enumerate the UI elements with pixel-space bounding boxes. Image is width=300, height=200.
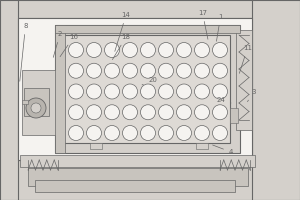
Circle shape (158, 43, 173, 58)
Text: 20: 20 (142, 77, 158, 85)
Circle shape (122, 84, 137, 99)
Circle shape (140, 43, 155, 58)
Circle shape (68, 43, 83, 58)
Text: 14: 14 (115, 12, 130, 51)
Bar (35, 180, 235, 192)
Circle shape (86, 126, 101, 140)
Circle shape (140, 105, 155, 120)
Circle shape (68, 126, 83, 140)
Bar (0, 0, 18, 200)
Circle shape (212, 63, 227, 78)
Circle shape (122, 43, 137, 58)
Circle shape (158, 105, 173, 120)
Circle shape (194, 105, 209, 120)
Circle shape (104, 63, 119, 78)
Circle shape (176, 105, 191, 120)
Bar (18, 18, 252, 160)
Circle shape (104, 43, 119, 58)
Text: 17: 17 (198, 10, 208, 39)
Circle shape (104, 105, 119, 120)
Bar (62, 35, 230, 143)
Circle shape (176, 84, 191, 99)
Circle shape (86, 84, 101, 99)
Text: 18: 18 (112, 34, 130, 60)
Text: 24: 24 (216, 97, 231, 103)
Circle shape (212, 126, 227, 140)
Circle shape (140, 63, 155, 78)
Circle shape (212, 43, 227, 58)
Circle shape (26, 98, 46, 118)
Circle shape (122, 63, 137, 78)
Circle shape (31, 103, 41, 113)
Circle shape (176, 126, 191, 140)
Bar (90, 143, 102, 149)
Bar (196, 143, 208, 149)
Circle shape (212, 105, 227, 120)
Circle shape (122, 105, 137, 120)
Circle shape (104, 84, 119, 99)
Circle shape (194, 84, 209, 99)
Text: 2: 2 (53, 31, 62, 57)
Text: 4: 4 (213, 145, 233, 155)
Text: 1: 1 (217, 14, 223, 41)
Circle shape (68, 63, 83, 78)
Bar (0, 160, 300, 200)
Circle shape (68, 84, 83, 99)
Circle shape (158, 84, 173, 99)
Circle shape (86, 43, 101, 58)
Bar (22, 100, 28, 104)
Bar (55, 25, 240, 153)
Circle shape (176, 43, 191, 58)
Bar (0, 0, 300, 18)
Circle shape (68, 105, 83, 120)
Text: 8: 8 (20, 23, 28, 81)
Circle shape (104, 126, 119, 140)
Bar (236, 30, 252, 130)
Circle shape (86, 105, 101, 120)
Bar (28, 168, 248, 186)
Text: 16: 16 (60, 34, 78, 57)
Circle shape (140, 126, 155, 140)
Circle shape (140, 84, 155, 99)
Circle shape (158, 63, 173, 78)
Circle shape (212, 84, 227, 99)
Bar (22, 70, 57, 135)
Circle shape (158, 126, 173, 140)
Bar (230, 108, 238, 123)
Circle shape (122, 126, 137, 140)
Text: 11: 11 (239, 45, 252, 73)
Bar (24, 88, 49, 116)
Circle shape (194, 126, 209, 140)
Circle shape (176, 63, 191, 78)
Text: 3: 3 (248, 89, 256, 102)
Circle shape (194, 43, 209, 58)
Circle shape (194, 63, 209, 78)
Bar (55, 25, 240, 33)
Bar (55, 25, 65, 153)
Bar (252, 0, 300, 200)
Circle shape (86, 63, 101, 78)
Bar (20, 155, 255, 167)
